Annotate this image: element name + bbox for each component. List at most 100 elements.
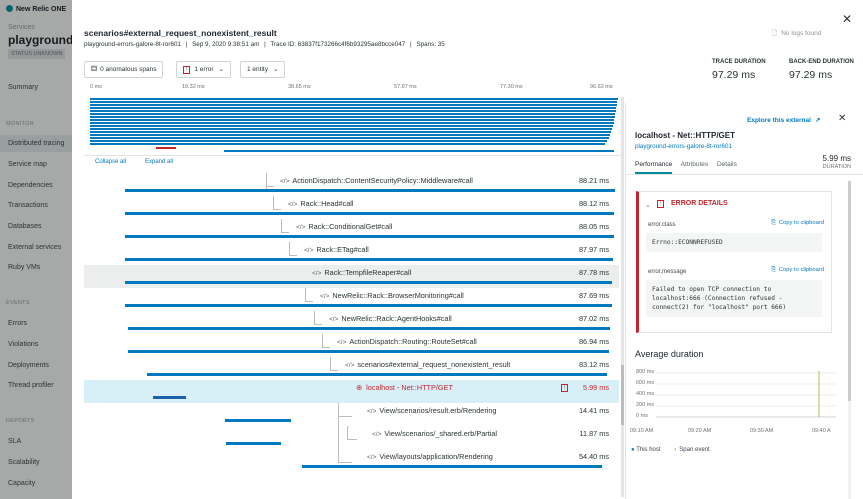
error-message-value: Failed to open TCP connection to localho…	[646, 280, 822, 317]
meta-separator: |	[410, 41, 412, 48]
nav-errors[interactable]: Errors	[8, 320, 28, 327]
nav-databases[interactable]: Databases	[8, 223, 42, 230]
code-icon: </>	[337, 339, 347, 346]
span-name: </> View/layouts/application/Rendering	[367, 452, 493, 461]
span-row[interactable]: </> View/layouts/application/Rendering 54…	[84, 449, 619, 472]
anomalous-spans-button[interactable]: ⚃ 0 anomalous spans	[84, 61, 164, 78]
new-relic-logo[interactable]: New Relic ONE	[6, 5, 66, 13]
nav-scalability[interactable]: Scalability	[8, 459, 40, 466]
trace-duration-value: 97.29 ms	[712, 69, 756, 81]
nav-violations[interactable]: Violations	[8, 341, 39, 348]
error-details-title: ERROR DETAILS	[671, 200, 728, 207]
tab-attributes[interactable]: Attributes	[680, 161, 709, 168]
modal-backdrop[interactable]	[0, 0, 72, 499]
span-row[interactable]: </> ActionDispatch::ContentSecurityPolicy…	[84, 173, 619, 196]
span-row[interactable]: </> View/scenarios/_shared.erb/Partial 11…	[84, 426, 619, 449]
scrollbar-thumb[interactable]	[848, 181, 851, 401]
divider	[626, 174, 863, 175]
tree-connector	[305, 301, 313, 302]
span-bar	[125, 235, 614, 238]
tree-connector	[322, 347, 330, 348]
nav-thread-profiler[interactable]: Thread profiler	[8, 382, 54, 389]
span-row[interactable]: </> NewRelic::Rack::BrowserMonitoring#cal…	[84, 288, 619, 311]
span-detail-duration: 5.99 ms	[822, 154, 851, 163]
span-detail-app-link[interactable]: playground-errors-galore-8t-ror601	[635, 143, 732, 150]
entity-filter-dropdown[interactable]: 1 entity ⌄	[240, 61, 286, 78]
tab-details[interactable]: Details	[716, 161, 737, 168]
close-panel-button[interactable]: ✕	[838, 113, 847, 124]
code-icon: </>	[367, 454, 377, 461]
new-relic-logo-icon	[6, 5, 13, 12]
span-bar	[125, 189, 615, 192]
copy-error-message-button[interactable]: ⎘ Copy to clipboard	[771, 267, 824, 273]
span-row[interactable]: </> scenarios#external_request_nonexisten…	[84, 357, 619, 380]
panel-scrollbar[interactable]	[848, 181, 851, 499]
backend-duration-value: 97.29 ms	[789, 69, 833, 81]
legend-dot-icon: ●	[631, 447, 635, 453]
span-row[interactable]: </> NewRelic::Rack::AgentHooks#call 87.02…	[84, 311, 619, 334]
nav-service-map[interactable]: Service map	[8, 161, 47, 168]
span-row[interactable]: </> Rack::TempfileReaper#call 87.78 ms	[84, 265, 619, 288]
tab-performance[interactable]: Performance	[635, 161, 673, 174]
reports-section-label: REPORTS	[6, 418, 35, 424]
y-axis-tick: 800 ms	[636, 369, 655, 375]
nav-summary[interactable]: Summary	[8, 84, 38, 91]
nav-sla[interactable]: SLA	[8, 438, 22, 445]
nav-distributed-tracing[interactable]: Distributed tracing	[8, 140, 65, 147]
logs-status: 🗋 No logs found	[772, 30, 822, 37]
tree-connector	[330, 357, 331, 370]
trace-id: Trace ID: 63837f173266c4f6b93295ae8bcce0…	[270, 41, 406, 48]
span-name: </> View/scenarios/_shared.erb/Partial	[372, 429, 498, 438]
nav-external-services[interactable]: External services	[8, 244, 62, 251]
status-badge: STATUS UNKNOWN	[8, 49, 66, 59]
code-icon: </>	[345, 362, 355, 369]
span-count: Spans: 35	[416, 41, 445, 48]
error-class-value: Errno::ECONNREFUSED	[646, 233, 822, 252]
span-row[interactable]: </> Rack::ETag#call 87.97 ms	[84, 242, 619, 265]
span-duration: 88.21 ms	[578, 176, 609, 185]
x-axis-tick: 09:20 AM	[688, 428, 712, 434]
x-axis-tick: 09:40 A	[812, 428, 831, 434]
explore-external-link[interactable]: Explore this external ↗	[747, 117, 821, 124]
meta-separator: |	[185, 41, 188, 48]
nav-dependencies[interactable]: Dependencies	[8, 182, 53, 189]
expand-all-link[interactable]: Expand all	[145, 159, 174, 165]
span-row[interactable]: </> View/scenarios/result.erb/Rendering 1…	[84, 403, 619, 426]
span-row[interactable]: </> Rack::ConditionalGet#call 88.05 ms	[84, 219, 619, 242]
copy-error-class-button[interactable]: ⎘ Copy to clipboard	[771, 220, 824, 226]
span-row-selected[interactable]: ⊕ localhost - Net::HTTP/GET ! 5.99 ms	[84, 380, 619, 403]
close-modal-button[interactable]: ✕	[842, 12, 853, 26]
span-duration: 87.78 ms	[578, 268, 609, 277]
y-axis-tick: 600 ms	[636, 380, 655, 386]
span-row[interactable]: </> ActionDispatch::Routing::RouteSet#cal…	[84, 334, 619, 357]
collapse-all-link[interactable]: Collapse all	[95, 159, 127, 165]
legend-this-host[interactable]: ● This host	[631, 447, 661, 453]
external-globe-icon: ⊕	[356, 383, 363, 392]
tree-connector	[266, 186, 274, 187]
span-bar	[125, 281, 612, 284]
nav-capacity[interactable]: Capacity	[8, 480, 36, 487]
document-icon: 🗋	[772, 30, 778, 37]
tree-connector	[338, 462, 352, 463]
legend-span-event[interactable]: ◐ Span event	[674, 447, 710, 453]
clipboard-icon: ⎘	[771, 220, 776, 226]
scrollbar-thumb[interactable]	[621, 365, 624, 425]
nav-deployments[interactable]: Deployments	[8, 362, 49, 369]
chevron-down-icon[interactable]: ⌄	[645, 202, 651, 209]
trace-scrollbar[interactable]	[621, 97, 624, 497]
code-icon: </>	[304, 247, 314, 254]
trace-timeline-overview[interactable]: 0 ms 19.32 ms 38.65 ms 57.97 ms 77.30 ms…	[84, 84, 624, 156]
average-duration-chart	[656, 371, 836, 418]
span-duration: 88.12 ms	[578, 199, 609, 208]
span-bar	[147, 373, 607, 376]
timeline-tick: 19.32 ms	[182, 84, 205, 90]
span-row[interactable]: </> Rack::Head#call 88.12 ms	[84, 196, 619, 219]
span-name: </> ActionDispatch::Routing::RouteSet#cal…	[337, 337, 477, 346]
span-name: </> Rack::ConditionalGet#call	[296, 222, 393, 231]
detail-tabs: Performance Attributes Details	[635, 161, 744, 174]
nav-transactions[interactable]: Transactions	[8, 202, 48, 209]
span-bar	[302, 465, 602, 468]
nav-ruby-vms[interactable]: Ruby VMs	[8, 264, 41, 271]
span-duration: 88.05 ms	[578, 222, 609, 231]
errors-filter-dropdown[interactable]: ! 1 error ⌄	[176, 61, 231, 78]
